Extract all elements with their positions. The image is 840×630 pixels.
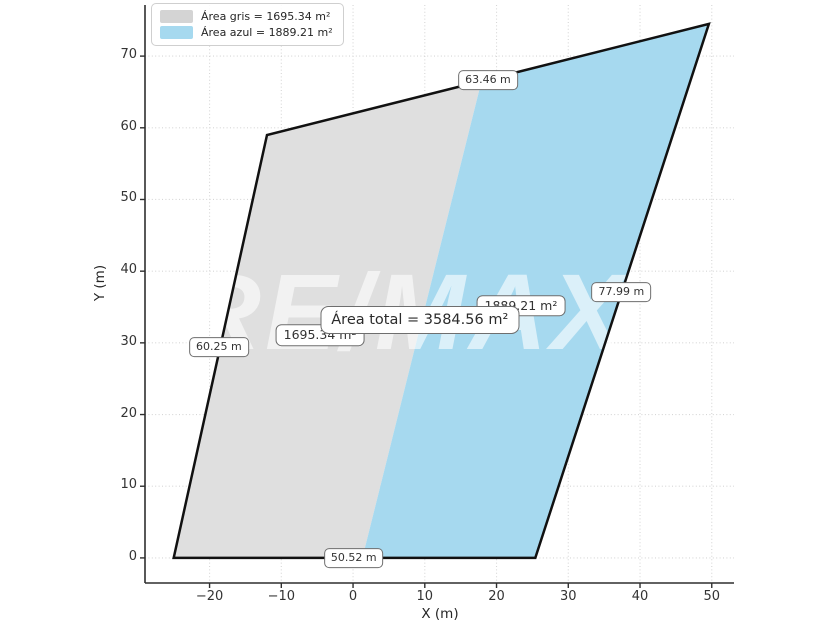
legend: Área gris = 1695.34 m² Área azul = 1889.… [151,3,344,46]
blue-area-swatch [160,26,193,39]
parcel-outline [172,22,711,560]
gray-area-swatch [160,10,193,23]
x-axis-label: X (m) [421,606,459,622]
legend-label-gray: Área gris = 1695.34 m² [201,10,331,23]
y-axis-label: Y (m) [92,264,108,302]
blue-region [362,23,709,558]
watermark-text: RE/MAX [183,251,629,372]
axes-spines-and-ticks [140,5,734,588]
legend-label-blue: Área azul = 1889.21 m² [201,26,333,39]
parcel-boundary [172,22,711,560]
legend-item-gray: Área gris = 1695.34 m² [160,10,333,23]
legend-item-blue: Área azul = 1889.21 m² [160,26,333,39]
